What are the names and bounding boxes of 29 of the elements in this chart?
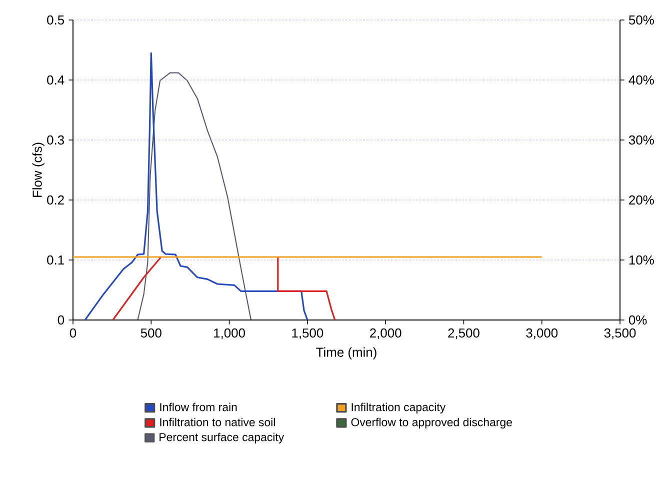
x-axis-title: Time (min): [316, 347, 376, 360]
x-tick-label: 3,000: [526, 328, 558, 340]
x-tick-label: 500: [140, 328, 162, 338]
y-tick-label: 0.3: [47, 135, 64, 145]
y-tick-label: 0.2: [47, 195, 64, 205]
y2-tick-label: 20%: [629, 195, 654, 205]
line-series: [84, 52, 308, 320]
legend-label: Infiltration capacity: [352, 402, 446, 414]
y-axis-title: Flow (cfs): [32, 142, 44, 197]
x-tick-label: 3,500: [604, 328, 636, 340]
line-series: [137, 72, 252, 320]
y-tick-label: 0.4: [47, 75, 64, 85]
x-tick-label: 2,500: [448, 328, 480, 340]
y-tick-label: 0: [58, 315, 64, 325]
x-tick-label: 1,500: [292, 328, 324, 340]
legend-label: Percent surface capacity: [160, 432, 284, 444]
y2-tick-label: 10%: [629, 255, 654, 265]
y2-tick-label: 0%: [628, 315, 647, 325]
legend-label: Infiltration to native soil: [160, 418, 275, 426]
y2-tick-label: 30%: [628, 135, 654, 145]
x-tick-label: 1,000: [214, 328, 245, 340]
x-tick-label: 0: [70, 328, 76, 338]
y-tick-label: 0.5: [47, 15, 64, 25]
x-tick-label: 2,000: [370, 328, 402, 340]
y2-tick-label: 40%: [628, 75, 654, 85]
legend-label: Inflow from rain: [160, 402, 237, 412]
y-tick-label: 0.1: [47, 255, 64, 265]
legend-label: Overflow to approved discharge: [351, 418, 512, 429]
y2-tick-label: 50%: [628, 15, 654, 25]
